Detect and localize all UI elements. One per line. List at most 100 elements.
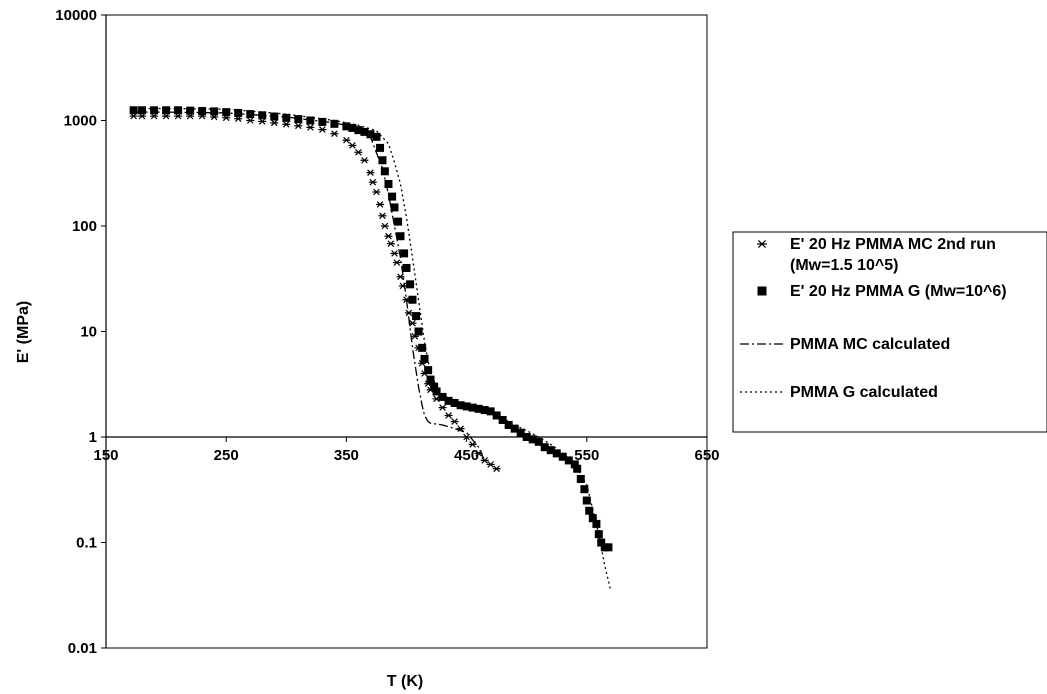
x-tick-label: 150 [93,447,118,464]
marker-stroke [369,178,377,186]
data-point [354,126,363,135]
data-point [402,263,411,272]
data-point [438,392,447,401]
data-point [330,130,339,137]
marker-stroke [481,457,488,464]
legend: E' 20 Hz PMMA MC 2nd run (Mw=1.5 10^5) E' … [732,231,1047,433]
data-point [186,106,195,115]
data-point [294,115,303,124]
legend-label: E' 20 Hz PMMA G (Mw=10^6) [790,283,1007,300]
data-point [576,474,585,483]
data-point [540,443,549,452]
data-point [398,282,407,290]
marker-stroke [379,212,386,220]
data-point [552,449,561,458]
data-point [406,280,415,289]
marker-stroke [319,126,326,133]
data-point [456,401,465,410]
data-point [396,232,405,241]
marker-stroke [757,239,767,249]
data-point [366,169,375,177]
data-point [408,295,417,304]
data-point [282,121,291,128]
data-point [270,119,279,127]
y-tick-label: 0.1 [76,535,97,552]
data-point [486,407,495,416]
y-axis-title: E' (MPa) [15,301,32,363]
marker-stroke [349,142,356,149]
marker-stroke [270,119,278,127]
legend-marker [757,239,767,249]
data-point [384,232,393,240]
data-point [580,485,589,494]
legend-label: E' 20 Hz PMMA MC 2nd run [790,236,996,253]
data-point [354,148,363,156]
legend-entry-2: E' 20 Hz PMMA G (Mw=10^6) [757,283,1007,300]
data-point [492,411,501,420]
data-point [372,132,381,141]
series-line [133,111,486,461]
data-point [258,111,267,120]
data-point [418,343,427,352]
x-axis-title: T (K) [387,673,423,690]
data-point [450,399,459,408]
data-point [162,106,171,115]
data-point [426,375,435,384]
marker-stroke [405,309,413,317]
marker-stroke [376,201,384,208]
data-point [570,460,579,469]
data-point [390,203,399,212]
legend-label-line2: (Mw=1.5 10^5) [790,257,899,274]
data-point [388,192,397,201]
data-point [534,437,543,446]
data-point [438,404,447,411]
legend-label: PMMA G calculated [790,384,938,401]
marker-stroke [393,259,401,266]
data-point [588,514,597,523]
data-point [432,387,441,396]
marker-stroke [381,222,389,230]
series-line [133,107,612,591]
data-point [498,415,507,424]
marker-stroke [445,412,452,419]
x-tick-label: 450 [454,447,479,464]
data-point [573,464,582,473]
data-point [412,312,421,321]
data-point [468,403,477,412]
data-point [222,108,231,117]
data-point [366,130,375,139]
marker-stroke [487,461,494,468]
marker-stroke [361,156,368,164]
legend-entry-3: PMMA MC calculated [740,336,950,353]
marker-stroke [343,136,350,144]
axes: 10000 1000 100 10 1 0.1 0.01 150 250 350 450 550 650… [15,7,720,690]
marker-stroke [307,124,314,131]
marker-stroke [246,117,254,124]
x-tick-label: 550 [574,447,599,464]
data-point [258,118,267,125]
plot-frame [105,14,708,649]
y-tick-label: 10000 [55,7,97,24]
marker-stroke [409,319,416,327]
marker-stroke [367,169,374,177]
data-point [376,143,385,152]
data-point [390,250,399,257]
data-point [246,110,255,119]
data-point [528,435,537,444]
data-point [342,136,351,144]
data-point [486,461,495,468]
series-3 [133,111,486,461]
legend-entry-4: PMMA G calculated [740,384,938,401]
marker-stroke [373,188,380,196]
marker-stroke [387,240,395,247]
data-point [546,446,555,455]
marker-stroke [451,418,458,425]
marker-stroke [385,232,392,240]
data-point [462,402,471,411]
marker-stroke [282,121,290,128]
data-point [474,404,483,413]
marker-stroke [331,130,338,137]
series-1 [129,112,501,473]
data-point [234,108,243,117]
data-point [380,222,389,230]
